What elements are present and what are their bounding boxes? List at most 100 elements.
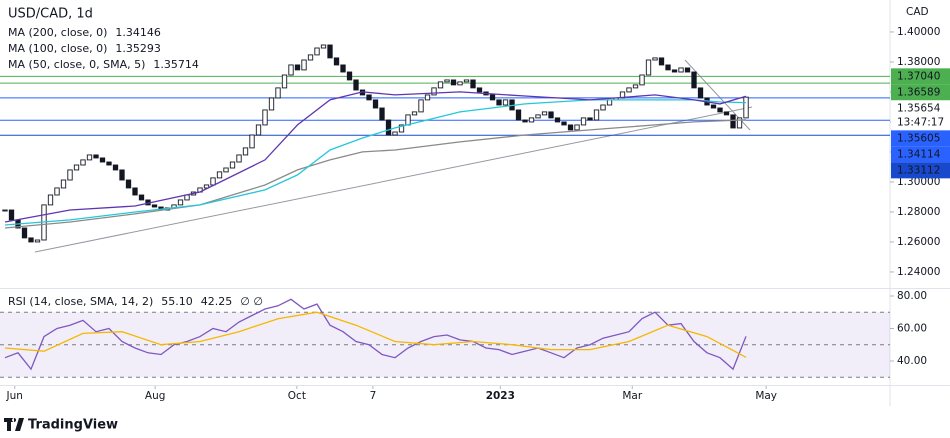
- price-label: 1.33112: [897, 164, 940, 176]
- rsi-readout: 42.25: [201, 295, 233, 308]
- moving-average: [4, 119, 747, 229]
- candle: [8, 209, 15, 221]
- candle: [684, 67, 691, 73]
- price-label-box: [891, 100, 950, 131]
- x-tick-label: Jun: [6, 390, 23, 402]
- candle: [522, 119, 528, 123]
- candle: [645, 59, 652, 76]
- x-tick-label: May: [755, 390, 777, 402]
- candle: [2, 209, 8, 212]
- candle: [249, 134, 255, 149]
- candle: [580, 117, 587, 126]
- candle: [333, 57, 340, 66]
- x-tick-label: 2023: [486, 390, 515, 402]
- candle: [431, 87, 437, 96]
- candle: [678, 67, 684, 73]
- x-tick-label: Mar: [622, 390, 642, 402]
- candle: [463, 79, 470, 83]
- candle: [606, 99, 613, 106]
- candle: [457, 81, 463, 86]
- price-label: 1.35654: [897, 102, 941, 114]
- candle: [275, 87, 281, 99]
- candle: [242, 147, 249, 156]
- candle: [567, 124, 574, 131]
- candle: [405, 114, 411, 126]
- candle: [67, 169, 73, 181]
- tradingview-logo: [4, 418, 24, 431]
- price-label: 1.37040: [897, 70, 940, 82]
- candle: [307, 54, 314, 61]
- candle: [632, 84, 639, 89]
- candle: [99, 157, 106, 163]
- candle: [151, 204, 158, 208]
- candle: [658, 57, 665, 66]
- candle: [34, 239, 41, 243]
- candle: [340, 64, 346, 73]
- moving-average: [4, 91, 747, 223]
- candle: [210, 177, 216, 186]
- y-tick-label: 1.30000: [897, 176, 940, 188]
- candle: [125, 179, 132, 189]
- legend-name: MA (100, close, 0): [8, 42, 107, 55]
- candle: [372, 99, 379, 109]
- price-label-box: [891, 68, 950, 85]
- candle: [600, 104, 606, 111]
- price-label: 1.36589: [897, 86, 940, 98]
- candle: [717, 107, 723, 113]
- candle: [723, 111, 730, 116]
- candle: [216, 171, 223, 179]
- candle: [119, 169, 125, 181]
- y-tick-label: 1.26000: [897, 236, 940, 248]
- candle: [652, 57, 658, 61]
- candle: [392, 131, 398, 136]
- candle: [593, 109, 600, 121]
- candle: [437, 81, 444, 89]
- candle: [671, 69, 678, 73]
- candle: [398, 124, 405, 133]
- y-tick-label: 1.38000: [897, 56, 940, 68]
- x-tick-label: 7: [370, 390, 377, 402]
- candle: [86, 154, 93, 161]
- x-tick-label: Oct: [288, 390, 306, 402]
- y-tick-label: 80.00: [897, 290, 927, 302]
- candle: [60, 179, 67, 189]
- candle: [73, 164, 80, 171]
- rsi-readout: 55.10: [161, 295, 193, 308]
- candle: [418, 99, 424, 113]
- candle: [587, 117, 593, 121]
- y-tick-label: 1.24000: [897, 266, 940, 278]
- candle: [548, 111, 554, 119]
- currency: CAD: [906, 6, 929, 18]
- price-label: 1.34114: [897, 148, 941, 160]
- candle: [288, 64, 294, 76]
- candle: [379, 107, 385, 121]
- candle: [346, 71, 353, 81]
- chart-title: USD/CAD, 1d: [8, 7, 93, 22]
- candle: [138, 194, 145, 201]
- candle: [535, 114, 541, 119]
- countdown: 13:47:17: [897, 116, 944, 128]
- candle: [411, 111, 418, 116]
- candle: [28, 237, 34, 243]
- x-tick-label: Aug: [145, 390, 166, 402]
- y-tick-label: 40.00: [897, 355, 927, 367]
- candle: [281, 74, 288, 89]
- candle: [314, 47, 320, 56]
- candle: [691, 71, 697, 89]
- candle: [203, 184, 210, 189]
- price-label: 1.35605: [897, 132, 940, 144]
- footer-brand: TradingView: [28, 418, 118, 433]
- candle: [730, 114, 736, 129]
- candle: [93, 154, 99, 159]
- candle: [366, 94, 372, 101]
- candle: [665, 64, 671, 71]
- legend-value: 1.34146: [115, 26, 161, 39]
- price-label-box: [891, 84, 950, 101]
- candle: [574, 124, 580, 131]
- candle: [476, 87, 483, 93]
- candle: [80, 159, 86, 166]
- trendline: [34, 106, 753, 253]
- candle: [561, 121, 567, 126]
- candle: [106, 161, 112, 166]
